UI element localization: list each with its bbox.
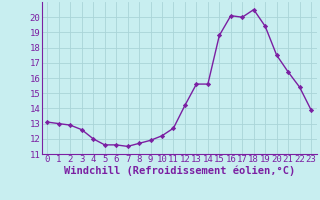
X-axis label: Windchill (Refroidissement éolien,°C): Windchill (Refroidissement éolien,°C) (64, 166, 295, 176)
